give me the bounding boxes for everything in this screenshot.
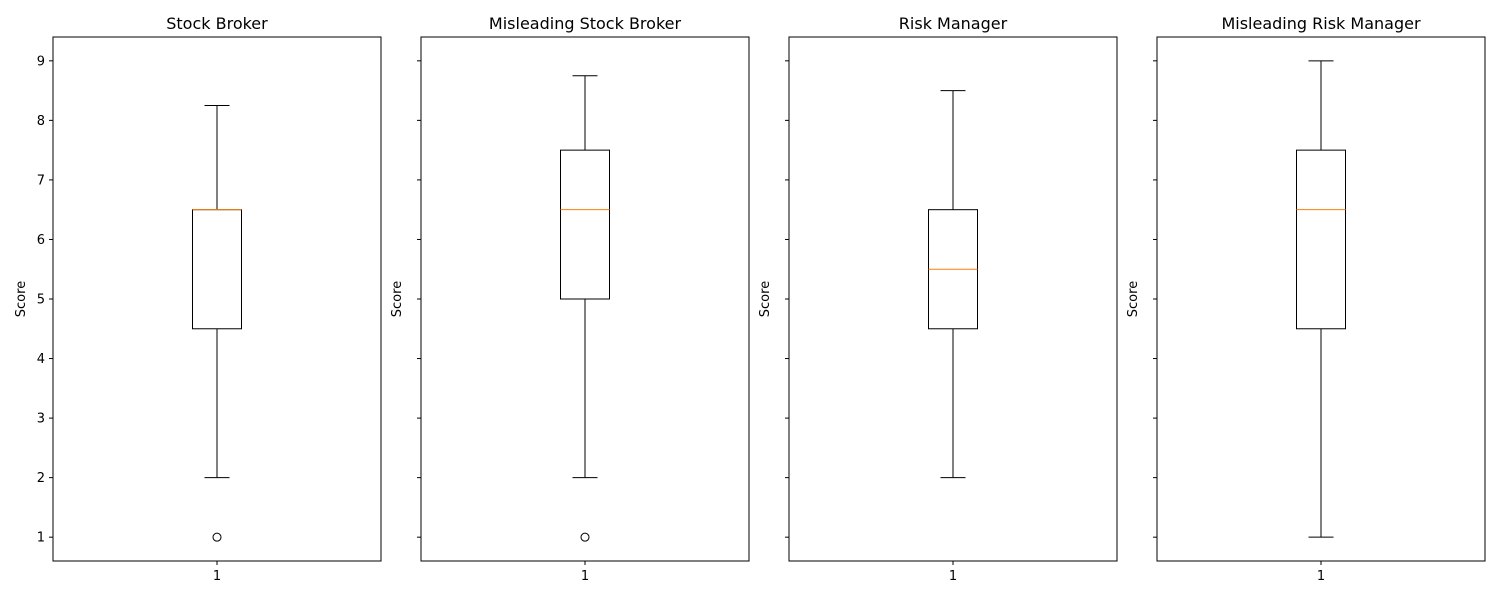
x-tick-label: 1 bbox=[1317, 569, 1325, 584]
y-tick-label: 1 bbox=[37, 531, 45, 546]
chart-title: Misleading Risk Manager bbox=[1221, 14, 1420, 33]
y-tick-label: 3 bbox=[37, 412, 45, 427]
iqr-box bbox=[1296, 149, 1346, 330]
y-axis-label: Score bbox=[758, 281, 773, 317]
y-tick-label: 2 bbox=[37, 471, 45, 486]
chart-panel-3: Risk Manager 1 Score bbox=[758, 14, 1118, 584]
iqr-box bbox=[560, 149, 610, 300]
y-tick-label: 6 bbox=[37, 233, 45, 248]
y-tick-label: 4 bbox=[37, 352, 45, 367]
y-axis-label: Score bbox=[390, 281, 405, 317]
y-tick-label: 9 bbox=[37, 54, 45, 69]
iqr-box bbox=[192, 209, 242, 330]
y-axis-label: Score bbox=[1126, 281, 1141, 317]
y-axis-label: Score bbox=[14, 281, 29, 317]
chart-title: Misleading Stock Broker bbox=[489, 14, 682, 33]
outlier-point bbox=[212, 532, 222, 542]
x-tick-label: 1 bbox=[213, 569, 221, 584]
chart-title: Stock Broker bbox=[166, 14, 268, 33]
chart-panel-1: Stock Broker 1 2 3 4 5 6 7 8 9 1 Score bbox=[14, 14, 382, 584]
y-tick-label: 8 bbox=[37, 114, 45, 129]
outlier-point bbox=[580, 532, 590, 542]
y-tick-label: 7 bbox=[37, 173, 45, 188]
y-tick-label: 5 bbox=[37, 293, 45, 308]
chart-panel-4: Misleading Risk Manager 1 Score bbox=[1126, 14, 1486, 584]
chart-panel-2: Misleading Stock Broker 1 Score bbox=[390, 14, 750, 584]
x-tick-label: 1 bbox=[581, 569, 589, 584]
chart-title: Risk Manager bbox=[899, 14, 1008, 33]
x-tick-label: 1 bbox=[949, 569, 957, 584]
